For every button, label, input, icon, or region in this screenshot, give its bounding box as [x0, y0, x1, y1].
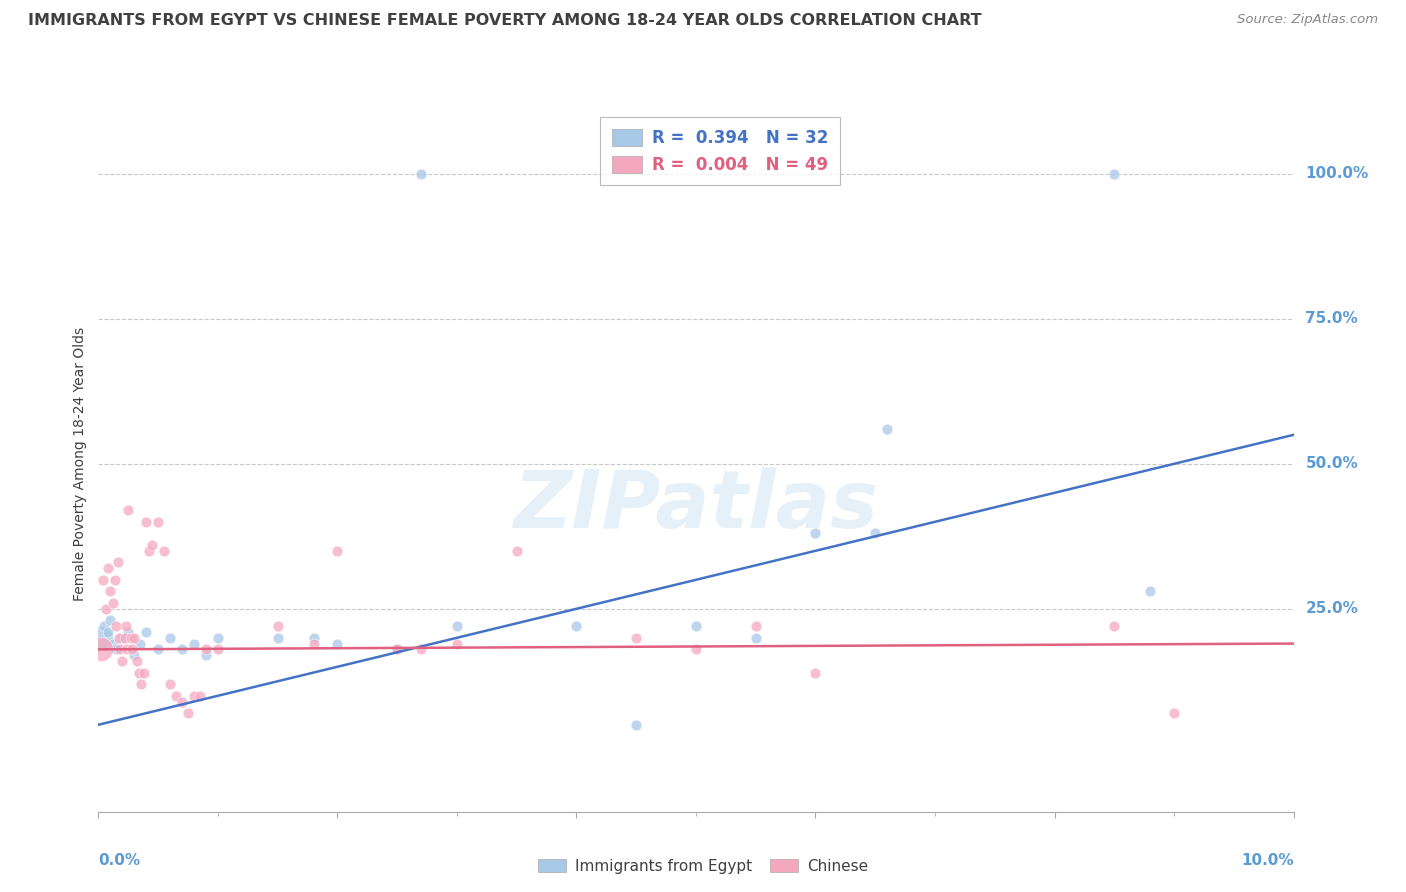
Point — [93, 619, 115, 633]
Point — [446, 619, 468, 633]
Point — [94, 602, 117, 616]
Point — [302, 637, 325, 651]
Point — [107, 555, 129, 570]
Point — [685, 642, 707, 657]
Point — [302, 631, 325, 645]
Point — [326, 637, 349, 651]
Point — [385, 642, 409, 657]
Point — [105, 619, 128, 633]
Point — [745, 619, 768, 633]
Point — [183, 689, 205, 703]
Point — [172, 694, 194, 708]
Point — [132, 665, 155, 680]
Point — [267, 631, 290, 645]
Point — [125, 654, 148, 668]
Text: 100.0%: 100.0% — [1305, 167, 1368, 181]
Point — [804, 665, 827, 680]
Point — [120, 631, 142, 645]
Point — [876, 422, 898, 436]
Point — [188, 689, 211, 703]
Point — [506, 543, 529, 558]
Point — [111, 654, 134, 668]
Text: 75.0%: 75.0% — [1305, 311, 1358, 326]
Text: Source: ZipAtlas.com: Source: ZipAtlas.com — [1237, 13, 1378, 27]
Point — [101, 637, 124, 651]
Point — [159, 631, 181, 645]
Text: 50.0%: 50.0% — [1305, 457, 1358, 471]
Point — [135, 624, 157, 639]
Point — [207, 631, 229, 645]
Point — [97, 561, 120, 575]
Point — [115, 619, 138, 633]
Point — [148, 515, 170, 529]
Point — [104, 573, 127, 587]
Point — [745, 631, 768, 645]
Point — [107, 631, 129, 645]
Point — [108, 642, 131, 657]
Point — [165, 689, 187, 703]
Point — [124, 631, 146, 645]
Legend: R =  0.394   N = 32, R =  0.004   N = 49: R = 0.394 N = 32, R = 0.004 N = 49 — [600, 118, 839, 186]
Text: IMMIGRANTS FROM EGYPT VS CHINESE FEMALE POVERTY AMONG 18-24 YEAR OLDS CORRELATIO: IMMIGRANTS FROM EGYPT VS CHINESE FEMALE … — [28, 13, 981, 29]
Point — [1102, 167, 1125, 181]
Point — [326, 543, 349, 558]
Point — [135, 515, 157, 529]
Point — [804, 526, 827, 541]
Point — [124, 648, 146, 662]
Point — [207, 642, 229, 657]
Point — [91, 573, 114, 587]
Point — [141, 538, 163, 552]
Point — [194, 648, 218, 662]
Point — [446, 637, 468, 651]
Point — [411, 167, 433, 181]
Y-axis label: Female Poverty Among 18-24 Year Olds: Female Poverty Among 18-24 Year Olds — [73, 326, 87, 601]
Point — [411, 642, 433, 657]
Point — [1102, 619, 1125, 633]
Text: 25.0%: 25.0% — [1305, 601, 1358, 616]
Legend: Immigrants from Egypt, Chinese: Immigrants from Egypt, Chinese — [531, 853, 875, 880]
Point — [115, 642, 138, 657]
Point — [685, 619, 707, 633]
Point — [153, 543, 176, 558]
Point — [159, 677, 181, 691]
Text: 0.0%: 0.0% — [98, 854, 141, 869]
Point — [1139, 584, 1161, 599]
Point — [98, 614, 122, 628]
Point — [117, 503, 139, 517]
Point — [97, 624, 120, 639]
Point — [111, 631, 134, 645]
Point — [624, 631, 647, 645]
Point — [98, 584, 122, 599]
Point — [90, 642, 112, 657]
Point — [90, 631, 112, 645]
Point — [385, 642, 409, 657]
Point — [117, 624, 139, 639]
Point — [863, 526, 886, 541]
Point — [172, 642, 194, 657]
Point — [131, 677, 153, 691]
Point — [565, 619, 588, 633]
Text: ZIPatlas: ZIPatlas — [513, 467, 879, 545]
Point — [105, 642, 128, 657]
Point — [121, 642, 143, 657]
Point — [101, 596, 124, 610]
Point — [267, 619, 290, 633]
Point — [138, 543, 160, 558]
Point — [194, 642, 218, 657]
Point — [129, 637, 152, 651]
Point — [183, 637, 205, 651]
Point — [148, 642, 170, 657]
Point — [114, 631, 136, 645]
Text: 10.0%: 10.0% — [1241, 854, 1294, 869]
Point — [177, 706, 200, 721]
Point — [128, 665, 150, 680]
Point — [624, 717, 647, 731]
Point — [1163, 706, 1185, 721]
